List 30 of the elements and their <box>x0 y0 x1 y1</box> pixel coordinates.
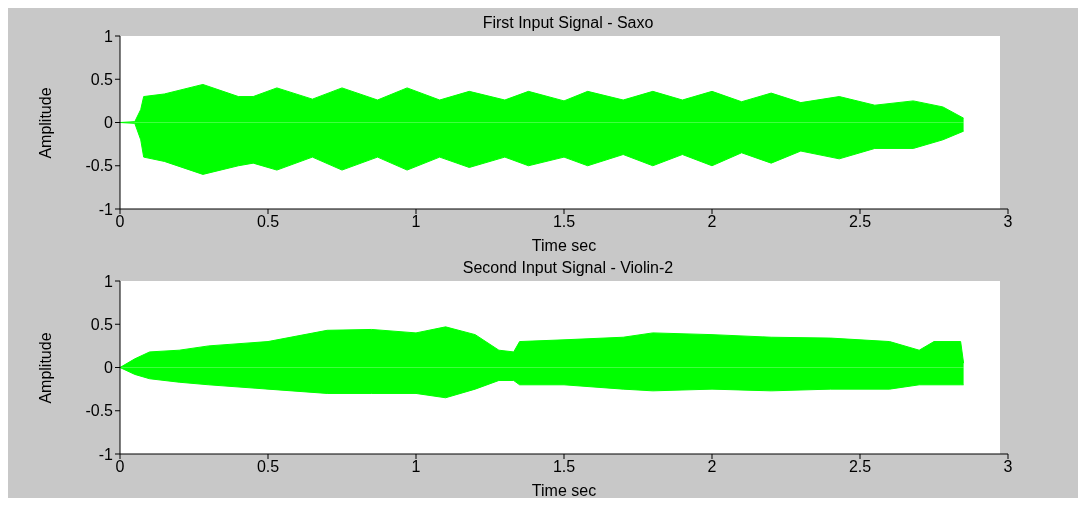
y-tick-label: -0.5 <box>85 402 114 420</box>
y-tick-label: -1 <box>98 200 114 218</box>
x-tick-label: 2.5 <box>848 458 872 476</box>
chart-title: Second Input Signal - Violin-2 <box>461 259 675 277</box>
y-axis-title: Amplitude <box>37 87 55 159</box>
x-axis-title: Time sec <box>531 237 597 254</box>
x-tick-label: 3 <box>1003 213 1013 231</box>
y-tick-label: -0.5 <box>85 157 114 175</box>
y-tick-label: 1 <box>104 272 114 290</box>
x-tick-label: 2 <box>707 213 717 231</box>
y-tick-label: 0.5 <box>90 315 114 333</box>
x-tick-label: 2 <box>707 458 717 476</box>
x-tick-label: 3 <box>1003 458 1013 476</box>
x-tick-label: 1 <box>411 458 421 476</box>
x-tick-label: 1 <box>411 213 421 231</box>
y-tick-label: 0.5 <box>90 70 114 88</box>
x-tick-label: 0.5 <box>256 213 280 231</box>
y-tick-label: 0 <box>104 114 114 132</box>
y-tick-label: -1 <box>98 445 114 463</box>
x-tick-label: 2.5 <box>848 213 872 231</box>
y-tick-label: 1 <box>104 27 114 45</box>
y-axis-title: Amplitude <box>37 332 55 404</box>
x-tick-label: 0.5 <box>256 458 280 476</box>
x-tick-label: 1.5 <box>552 213 576 231</box>
y-tick-label: 0 <box>104 359 114 377</box>
chart-title: First Input Signal - Saxo <box>481 14 655 32</box>
x-tick-label: 0 <box>115 458 125 476</box>
x-axis-title: Time sec <box>531 482 597 499</box>
x-tick-label: 0 <box>115 213 125 231</box>
x-tick-label: 1.5 <box>552 458 576 476</box>
